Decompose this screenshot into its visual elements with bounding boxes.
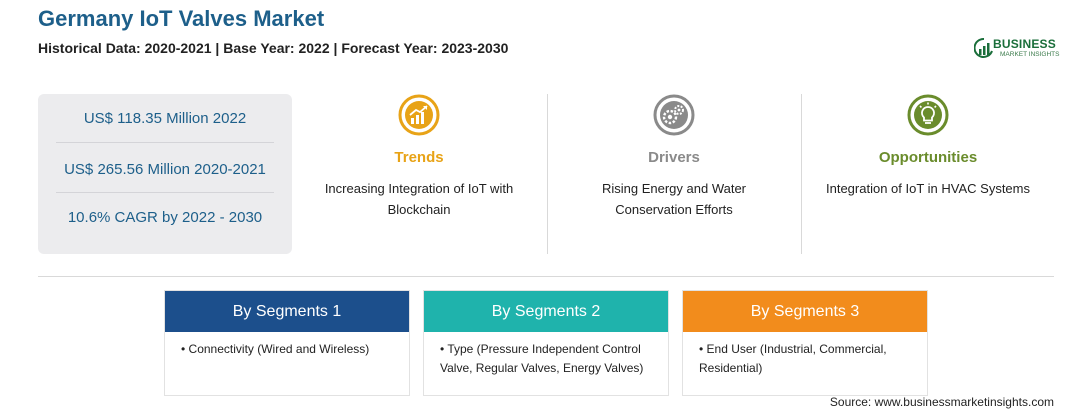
stat-cagr: 10.6% CAGR by 2022 - 2030: [67, 209, 263, 226]
lightbulb-icon: [907, 94, 949, 136]
chart-growth-icon: [398, 94, 440, 136]
gears-icon: [653, 94, 695, 136]
stat-market-size-historical: US$ 265.56 Million 2020-2021: [64, 161, 266, 178]
trends-column: Trends Increasing Integration of IoT wit…: [292, 94, 546, 254]
segment-2-item: • Type (Pressure Independent Control Val…: [440, 342, 644, 375]
section-divider: [38, 276, 1054, 277]
stat-divider: [56, 142, 274, 143]
stat-divider: [56, 192, 274, 193]
drivers-heading: Drivers: [648, 149, 700, 166]
brand-logo: BUSINESS MARKET INSIGHTS: [974, 36, 1060, 62]
drivers-text: Rising Energy and Water Conservation Eff…: [601, 181, 747, 217]
segment-2-header: By Segments 2: [424, 291, 668, 332]
segment-3-item: • End User (Industrial, Commercial, Resi…: [699, 342, 887, 375]
segment-1-item: • Connectivity (Wired and Wireless): [181, 342, 370, 356]
segment-1-header: By Segments 1: [165, 291, 409, 332]
column-divider: [547, 94, 548, 254]
page-subtitle: Historical Data: 2020-2021 | Base Year: …: [38, 40, 509, 56]
segment-3-header: By Segments 3: [683, 291, 927, 332]
segment-card-2: By Segments 2 • Type (Pressure Independe…: [423, 290, 669, 396]
drivers-column: Drivers Rising Energy and Water Conserva…: [547, 94, 801, 254]
opportunities-text: Integration of IoT in HVAC Systems: [826, 181, 1030, 196]
stat-market-size-2022: US$ 118.35 Million 2022: [83, 110, 247, 127]
logo-name: BUSINESS: [993, 37, 1056, 51]
trends-heading: Trends: [394, 149, 444, 166]
segment-card-3: By Segments 3 • End User (Industrial, Co…: [682, 290, 928, 396]
market-stats-panel: US$ 118.35 Million 2022 US$ 265.56 Milli…: [38, 94, 292, 254]
page-title: Germany IoT Valves Market: [38, 6, 325, 31]
logo-mark-icon: [974, 37, 993, 58]
opportunities-column: Opportunities Integration of IoT in HVAC…: [801, 94, 1055, 254]
source-note: Source: www.businessmarketinsights.com: [829, 395, 1054, 409]
segment-card-1: By Segments 1 • Connectivity (Wired and …: [164, 290, 410, 396]
logo-tagline: MARKET INSIGHTS: [1000, 51, 1060, 58]
column-divider: [801, 94, 802, 254]
trends-text: Increasing Integration of IoT with Block…: [324, 181, 514, 217]
opportunities-heading: Opportunities: [878, 149, 978, 166]
